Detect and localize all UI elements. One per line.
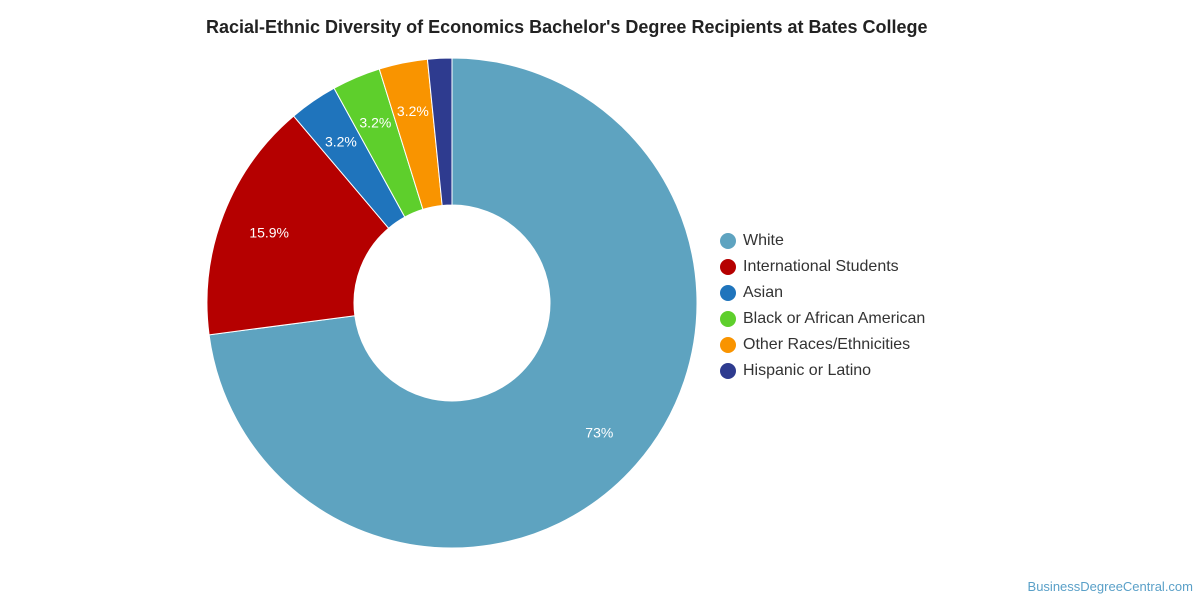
source-credit[interactable]: BusinessDegreeCentral.com	[1027, 579, 1193, 594]
legend-item[interactable]: White	[720, 228, 925, 254]
legend-label: White	[743, 232, 784, 249]
legend-item[interactable]: International Students	[720, 254, 925, 280]
legend-item[interactable]: Hispanic or Latino	[720, 358, 925, 384]
chart-title: Racial-Ethnic Diversity of Economics Bac…	[206, 17, 928, 37]
slices-group	[206, 57, 698, 549]
legend-label: Black or African American	[743, 310, 926, 327]
legend-swatch-icon	[720, 363, 736, 379]
legend: White International Students Asian Black or…	[720, 228, 925, 384]
legend-label: Asian	[743, 284, 784, 301]
legend-swatch-icon	[720, 285, 736, 301]
slice-hispanic-or-latino[interactable]	[426, 57, 453, 207]
legend-label: Other Races/Ethnicities	[743, 336, 911, 353]
legend-item[interactable]: Black or African American	[720, 306, 925, 332]
legend-label: Hispanic or Latino	[743, 362, 872, 379]
slice-international-students[interactable]	[206, 115, 390, 336]
legend-item[interactable]: Asian	[720, 280, 925, 306]
slice-value-label: 73%	[585, 424, 613, 440]
legend-swatch-icon	[720, 233, 736, 249]
slice-value-label: 3.2%	[359, 115, 391, 131]
slice-value-label: 15.9%	[249, 224, 289, 240]
legend-swatch-icon	[720, 311, 736, 327]
slice-white[interactable]	[208, 57, 698, 549]
slice-labels-group: 73%15.9%3.2%3.2%3.2%	[249, 103, 613, 440]
slice-value-label: 3.2%	[397, 103, 429, 119]
legend-item[interactable]: Other Races/Ethnicities	[720, 332, 925, 358]
slice-value-label: 3.2%	[325, 134, 357, 150]
legend-swatch-icon	[720, 337, 736, 353]
legend-label: International Students	[743, 258, 899, 275]
legend-swatch-icon	[720, 259, 736, 275]
